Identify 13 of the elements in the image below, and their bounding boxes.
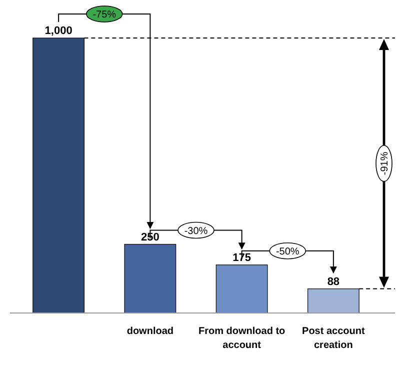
data-label: 175 — [232, 252, 251, 264]
text: -75% — [92, 10, 116, 20]
bar — [216, 264, 268, 314]
data-label: 88 — [327, 276, 340, 288]
data-label: 1,000 — [44, 25, 72, 37]
x-tick-label: download — [126, 326, 174, 337]
bar — [124, 244, 176, 314]
x-tick-label: Post account creation — [302, 326, 366, 351]
x-tick-label: From download to account — [198, 326, 286, 351]
data-label: 250 — [141, 231, 160, 244]
annotation: -91% — [380, 152, 390, 176]
annotation: -50% — [276, 246, 300, 258]
annotation: -30% — [184, 226, 208, 237]
